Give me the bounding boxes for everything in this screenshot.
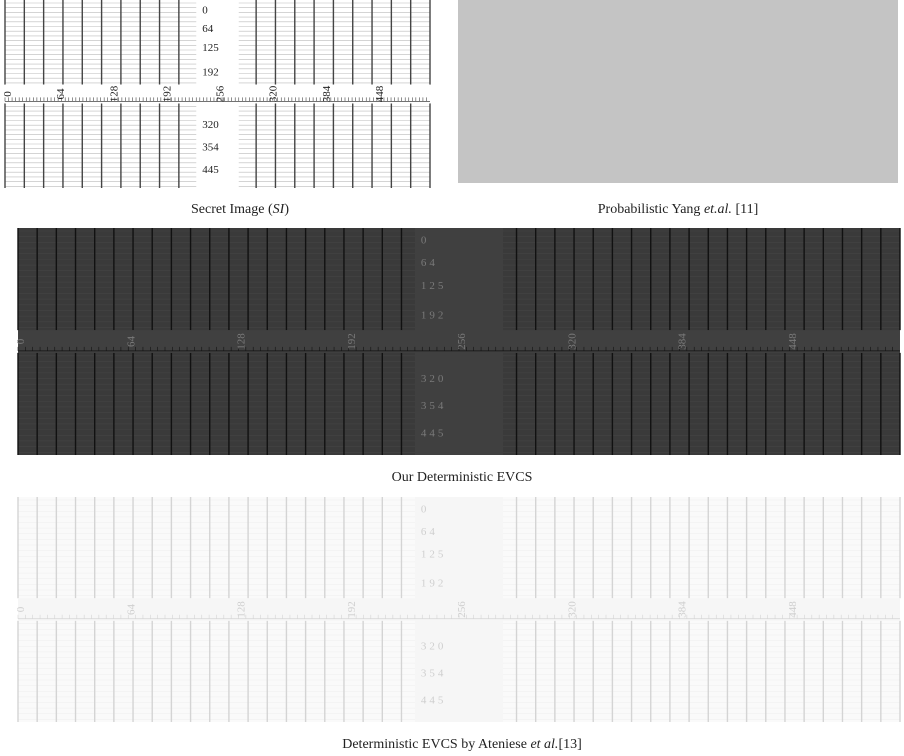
ruler-label: 0: [2, 91, 14, 97]
ruler-label: 192: [421, 309, 447, 321]
ruler-label: 192: [346, 601, 358, 618]
ruler-label: 384: [677, 333, 689, 350]
ruler-label: 320: [421, 641, 447, 653]
noise-image: [458, 0, 898, 183]
ruler-label: 320: [566, 333, 578, 350]
ruler-label: 256: [215, 85, 227, 102]
ruler-label: 192: [421, 578, 447, 590]
ruler-label: 256: [456, 601, 468, 618]
ruler-label: 384: [321, 85, 333, 102]
ruler-label: 0: [15, 606, 27, 612]
ruler-label: 128: [108, 85, 120, 102]
ruler-label: 64: [125, 604, 137, 616]
caption: Secret Image (SI): [191, 202, 289, 217]
ruler-label: 0: [202, 4, 208, 16]
caption: Deterministic EVCS by Ateniese et al.[13…: [342, 737, 582, 752]
ruler-label: 0: [15, 338, 27, 344]
ruler-label: 128: [236, 601, 248, 618]
ruler-label: 384: [677, 601, 689, 618]
ruler-label: 448: [787, 333, 799, 350]
figure: 064125192320354445064128192256320384448 …: [0, 0, 904, 756]
ruler-label: 192: [161, 86, 173, 103]
ruler-label: 125: [421, 280, 447, 292]
ruler-label: 320: [268, 85, 280, 102]
caption: Our Deterministic EVCS: [392, 470, 533, 485]
secret-image: 0 64 125 192 320 354 445 0 64 128 192 256 320 384 448: [2, 0, 430, 188]
ruler-label: 445: [421, 695, 447, 707]
ruler-label: 125: [421, 548, 447, 560]
ruler-label: 354: [202, 142, 219, 154]
ruler-label: 354: [421, 400, 447, 412]
ruler-label: 64: [125, 336, 137, 348]
ruler-label: 64: [421, 257, 438, 269]
ruler-label: 354: [421, 668, 447, 680]
ruler-label: 256: [456, 333, 468, 350]
ruler-label: 0: [421, 234, 430, 246]
caption: Probabilistic Yang et.al. [11]: [598, 202, 759, 217]
ruler-label: 320: [421, 373, 447, 385]
deterministic-share: 0 64 125 192 320 354 445 0 64 128 192 256 320 384 448: [15, 228, 900, 455]
ruler-label: 64: [202, 23, 214, 35]
ruler-label: 125: [202, 42, 219, 54]
ruler-label: 448: [374, 85, 386, 102]
ateniese-share: 0 64 125 192 320 354 445 0 64 128 192 256 320 384 448: [15, 497, 900, 722]
ruler-label: 128: [236, 333, 248, 350]
ruler-label: 448: [787, 601, 799, 618]
ruler-label: 320: [202, 119, 219, 131]
ruler-label: 320: [566, 601, 578, 618]
ruler-label: 0: [421, 503, 430, 515]
ruler-label: 192: [202, 66, 219, 78]
ruler-label: 64: [421, 526, 438, 538]
ruler-label: 192: [346, 333, 358, 350]
ruler-label: 445: [421, 427, 447, 439]
ruler-label: 445: [202, 164, 219, 176]
ruler-label: 64: [55, 88, 67, 100]
